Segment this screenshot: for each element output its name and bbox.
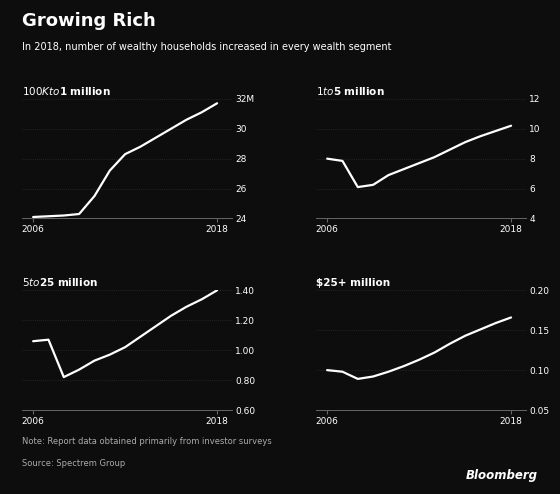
Text: Bloomberg: Bloomberg [465, 469, 538, 482]
Text: Source: Spectrem Group: Source: Spectrem Group [22, 459, 125, 468]
Text: $1 to $5 million: $1 to $5 million [316, 84, 385, 97]
Text: In 2018, number of wealthy households increased in every wealth segment: In 2018, number of wealthy households in… [22, 42, 392, 52]
Text: $5 to $25 million: $5 to $25 million [22, 276, 98, 288]
Text: Note: Report data obtained primarily from investor surveys: Note: Report data obtained primarily fro… [22, 437, 272, 446]
Text: $100K to $1 million: $100K to $1 million [22, 84, 111, 97]
Text: $25+ million: $25+ million [316, 278, 390, 288]
Text: Growing Rich: Growing Rich [22, 12, 156, 30]
